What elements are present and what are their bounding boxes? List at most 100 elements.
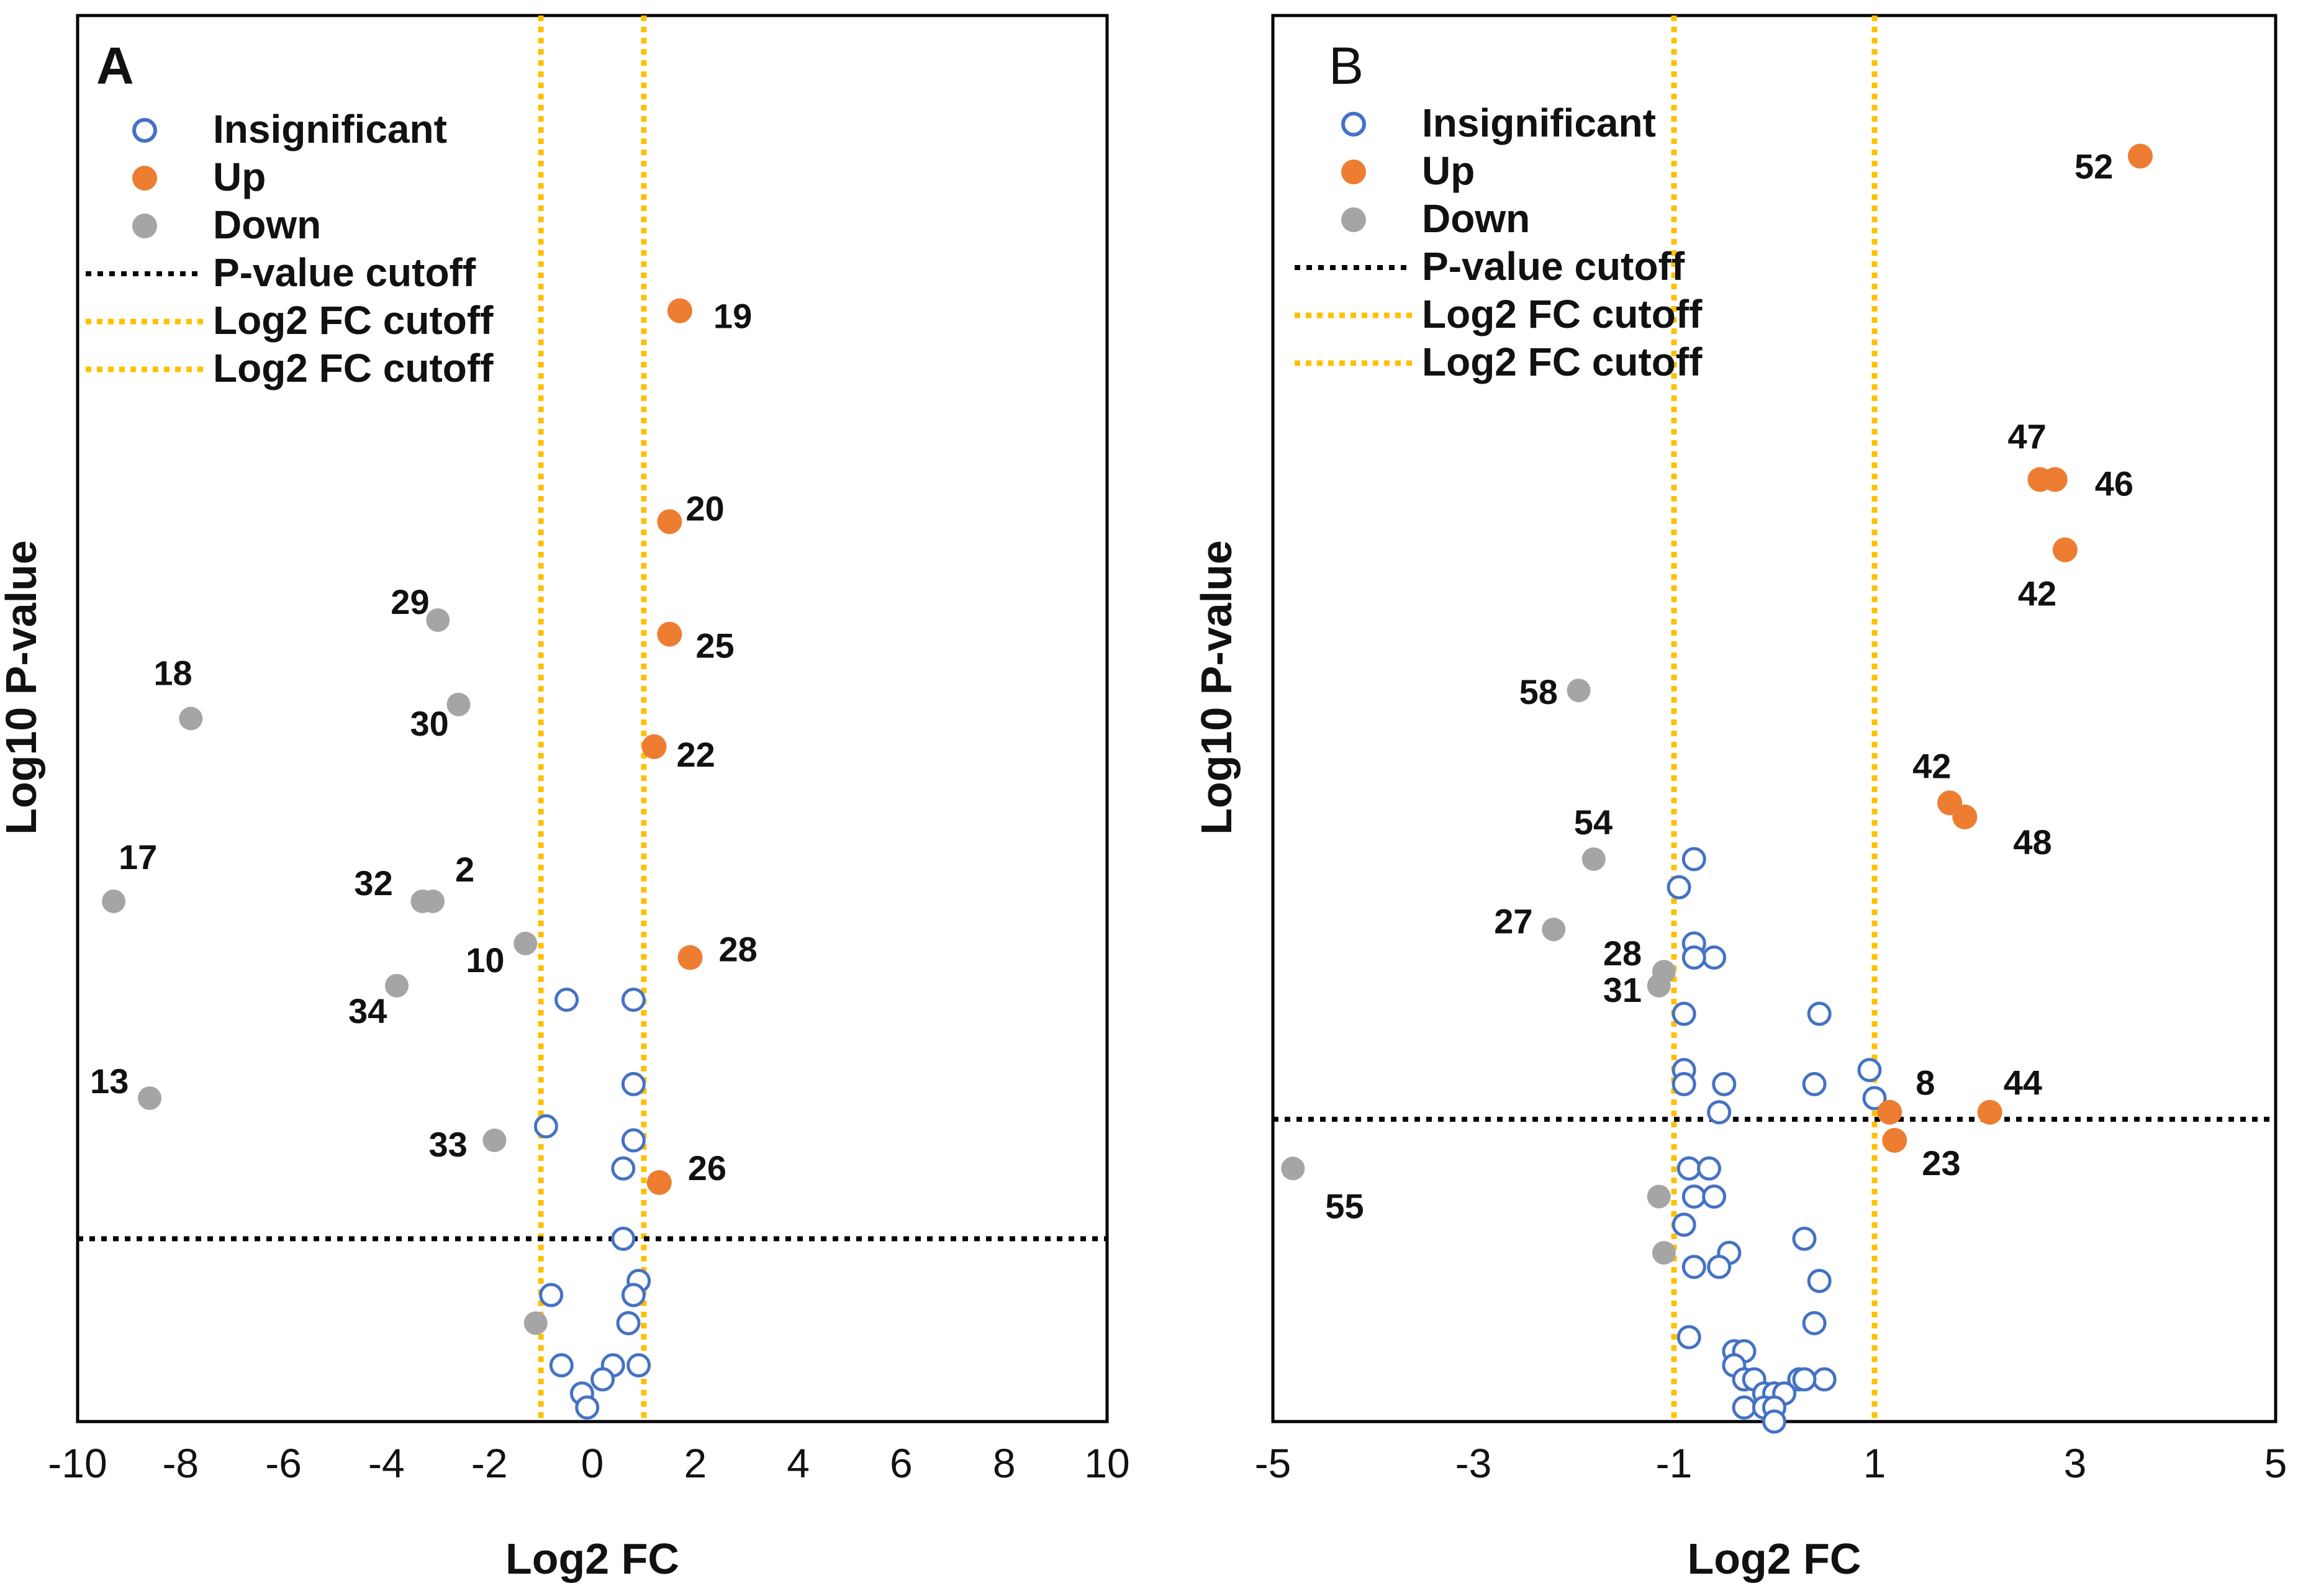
up-point-label: 19 [713,297,752,336]
x-tick-label: 10 [1084,1440,1129,1486]
insignificant-point [621,988,646,1012]
insignificant-point [575,1395,600,1420]
insignificant-point [1857,1058,1882,1083]
up-point [677,945,703,970]
insignificant-point [1681,1184,1706,1209]
insignificant-point [549,1353,574,1377]
down-point [513,931,538,955]
insignificant-point [1676,1325,1701,1350]
x-axis-label: Log2 FC [1688,1535,1861,1583]
insignificant-point [1762,1409,1786,1434]
y-axis-label: Log10 P-value [1192,540,1241,835]
down-point-label: 29 [391,582,429,621]
up-point-label: 20 [685,489,724,528]
up-point-label: 26 [688,1148,726,1188]
up-point [2042,467,2068,492]
up-point-label: 47 [2007,417,2046,456]
insignificant-point [1807,1001,1832,1026]
insignificant-point [1812,1367,1837,1392]
insignificant-point [621,1283,646,1307]
x-tick-label: -5 [1255,1440,1291,1486]
legend-entry: Log2 FC cutoff [1422,340,1703,384]
plot-frame [76,14,1109,1423]
up-point [2127,143,2153,169]
insignificant-point [1667,875,1691,899]
y-axis-label: Log10 P-value [0,540,45,835]
up-point-label: 25 [695,626,734,665]
insignificant-point [621,1128,646,1153]
insignificant-point [533,1114,558,1138]
up-point [1877,1099,1902,1125]
insignificant-point [1676,1156,1701,1181]
down-point [1542,917,1566,942]
insignificant-point [1712,1071,1737,1096]
insignificant-point [621,1071,646,1096]
down-point-label: 54 [1574,803,1613,842]
down-point-label: 31 [1603,970,1642,1009]
down-point [1567,679,1591,703]
insignificant-point [554,988,579,1012]
down-point-label: 33 [428,1125,467,1164]
x-tick-label: -3 [1455,1440,1492,1486]
down-point-label: 18 [153,654,192,693]
insignificant-point [1792,1367,1817,1392]
legend-symbol-down [1341,207,1366,232]
insignificant-point [611,1227,636,1251]
down-point-label: 28 [1603,934,1642,973]
up-point-label: 28 [719,930,758,969]
down-point-label: 58 [1519,672,1558,711]
legend-entry: P-value cutoff [1422,244,1685,289]
legend-entry: Down [213,202,321,247]
insignificant-point [1702,1184,1727,1209]
down-point [1647,1184,1671,1209]
legend-symbol-down [132,214,157,238]
down-point-label: 10 [466,940,504,980]
down-point [1652,1241,1676,1265]
insignificant-point [1802,1071,1827,1096]
panel-letter: A [96,37,134,95]
legend-symbol-up [1341,160,1366,184]
up-point-label: 42 [2018,574,2056,613]
insignificant-point [1802,1310,1827,1335]
x-tick-label: -10 [48,1440,107,1486]
legend-symbol-up [132,166,157,191]
up-point [646,1170,672,1195]
insignificant-point [1671,1212,1696,1237]
insignificant-point [1681,847,1706,872]
down-point [421,889,445,913]
down-point [179,706,203,731]
up-point-label: 48 [2013,823,2051,862]
down-point-label: 27 [1494,901,1532,940]
up-point [657,509,682,534]
legend-entry: Log2 FC cutoff [213,298,494,343]
down-point [482,1129,507,1152]
up-point-label: 44 [2004,1063,2042,1102]
legend-entry: Up [213,155,266,199]
insignificant-point [1697,1156,1722,1181]
x-tick-label: 3 [2064,1440,2087,1486]
legend-entry: Log2 FC cutoff [213,346,494,390]
down-point [138,1086,162,1111]
x-tick-label: -2 [471,1440,508,1486]
insignificant-point [1707,1100,1732,1125]
down-point [384,973,409,998]
x-tick-label: 2 [684,1440,707,1486]
down-point-label: 32 [354,863,392,903]
up-point-label: 8 [1916,1063,1935,1102]
insignificant-point [1707,1255,1732,1279]
down-point [102,889,126,913]
panel-letter: B [1329,37,1364,95]
up-point [1882,1128,1907,1153]
up-point [657,621,682,647]
legend-entry: Up [1422,148,1475,193]
down-point [426,608,450,632]
legend-entry: Down [1422,196,1530,241]
down-point-label: 34 [348,991,387,1030]
up-point [667,298,692,323]
up-point [1952,805,1978,830]
insignificant-point [1732,1395,1757,1420]
